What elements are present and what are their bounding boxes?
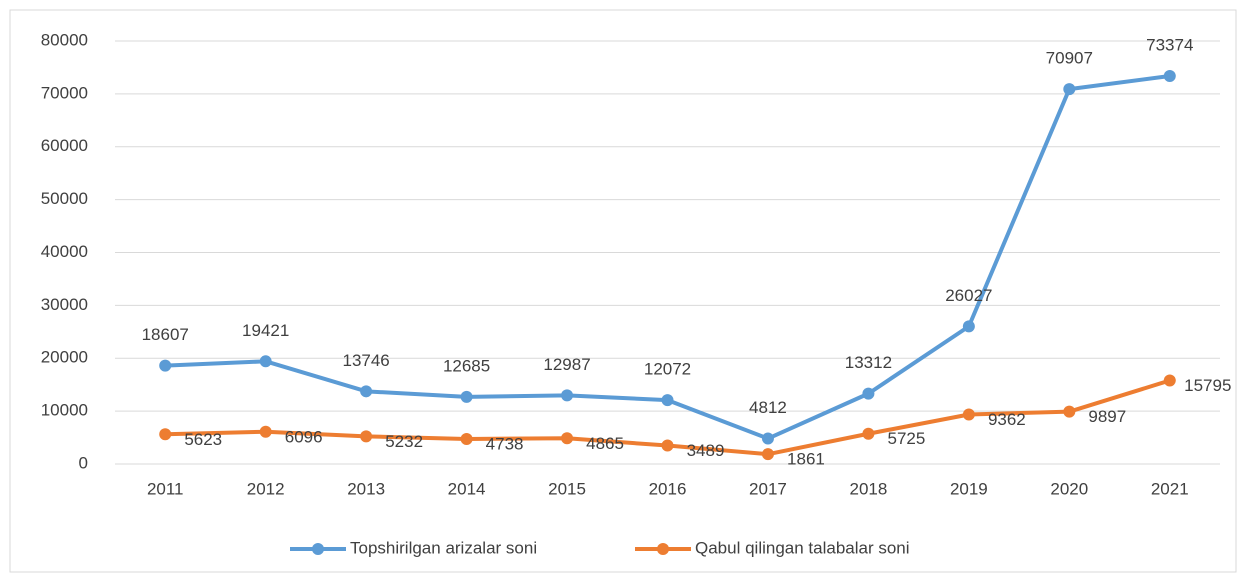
point <box>761 432 774 445</box>
data-label: 13746 <box>342 351 389 370</box>
data-label: 9897 <box>1088 407 1126 426</box>
x-tick-label: 2019 <box>950 479 988 498</box>
x-tick-label: 2021 <box>1151 479 1189 498</box>
chart-border <box>9 9 1237 573</box>
legend-label: Topshirilgan arizalar soni <box>350 538 537 557</box>
point <box>561 389 574 402</box>
point <box>661 394 674 407</box>
legend-marker <box>312 543 324 555</box>
point <box>159 359 172 372</box>
point <box>1163 70 1176 83</box>
point <box>460 390 473 403</box>
y-tick-label: 80000 <box>41 30 88 49</box>
data-label: 3489 <box>687 441 725 460</box>
data-label: 4738 <box>486 434 524 453</box>
legend-marker <box>657 543 669 555</box>
x-tick-label: 2017 <box>749 479 787 498</box>
x-tick-label: 2013 <box>347 479 385 498</box>
y-tick-label: 20000 <box>41 348 88 367</box>
point <box>862 387 875 400</box>
data-label: 12072 <box>644 360 691 379</box>
data-label: 6096 <box>285 427 323 446</box>
data-label: 73374 <box>1146 36 1193 55</box>
point <box>661 439 674 452</box>
y-tick-label: 0 <box>79 453 88 472</box>
data-label: 19421 <box>242 321 289 340</box>
data-label: 4865 <box>586 434 624 453</box>
data-label: 26027 <box>945 286 992 305</box>
point <box>360 385 373 398</box>
x-tick-label: 2020 <box>1050 479 1088 498</box>
x-tick-label: 2012 <box>247 479 285 498</box>
point <box>862 427 875 440</box>
point <box>259 425 272 438</box>
data-label: 1861 <box>787 450 825 469</box>
point <box>1063 405 1076 418</box>
point <box>360 430 373 443</box>
data-label: 5725 <box>887 429 925 448</box>
x-tick-label: 2011 <box>147 479 184 498</box>
x-tick-label: 2018 <box>849 479 887 498</box>
data-label: 5623 <box>184 430 222 449</box>
data-label: 70907 <box>1046 49 1093 68</box>
point <box>761 448 774 461</box>
data-label: 9362 <box>988 410 1026 429</box>
x-tick-label: 2014 <box>448 479 486 498</box>
point <box>962 408 975 421</box>
data-label: 18607 <box>142 325 189 344</box>
data-label: 4812 <box>749 398 787 417</box>
point <box>561 432 574 445</box>
y-tick-label: 60000 <box>41 136 88 155</box>
y-tick-label: 50000 <box>41 189 88 208</box>
data-label: 5232 <box>385 432 423 451</box>
data-label: 15795 <box>1184 376 1231 395</box>
point <box>159 428 172 441</box>
y-tick-label: 70000 <box>41 83 88 102</box>
point <box>1063 83 1076 96</box>
point <box>460 432 473 445</box>
point <box>1163 374 1176 387</box>
data-label: 12685 <box>443 356 490 375</box>
y-tick-label: 10000 <box>41 401 88 420</box>
legend-label: Qabul qilingan talabalar soni <box>695 538 910 557</box>
data-label: 13312 <box>845 353 892 372</box>
x-tick-label: 2016 <box>649 479 687 498</box>
x-tick-label: 2015 <box>548 479 586 498</box>
point <box>962 320 975 333</box>
data-label: 12987 <box>543 355 590 374</box>
point <box>259 355 272 368</box>
y-tick-label: 30000 <box>41 295 88 314</box>
y-tick-label: 40000 <box>41 242 88 261</box>
